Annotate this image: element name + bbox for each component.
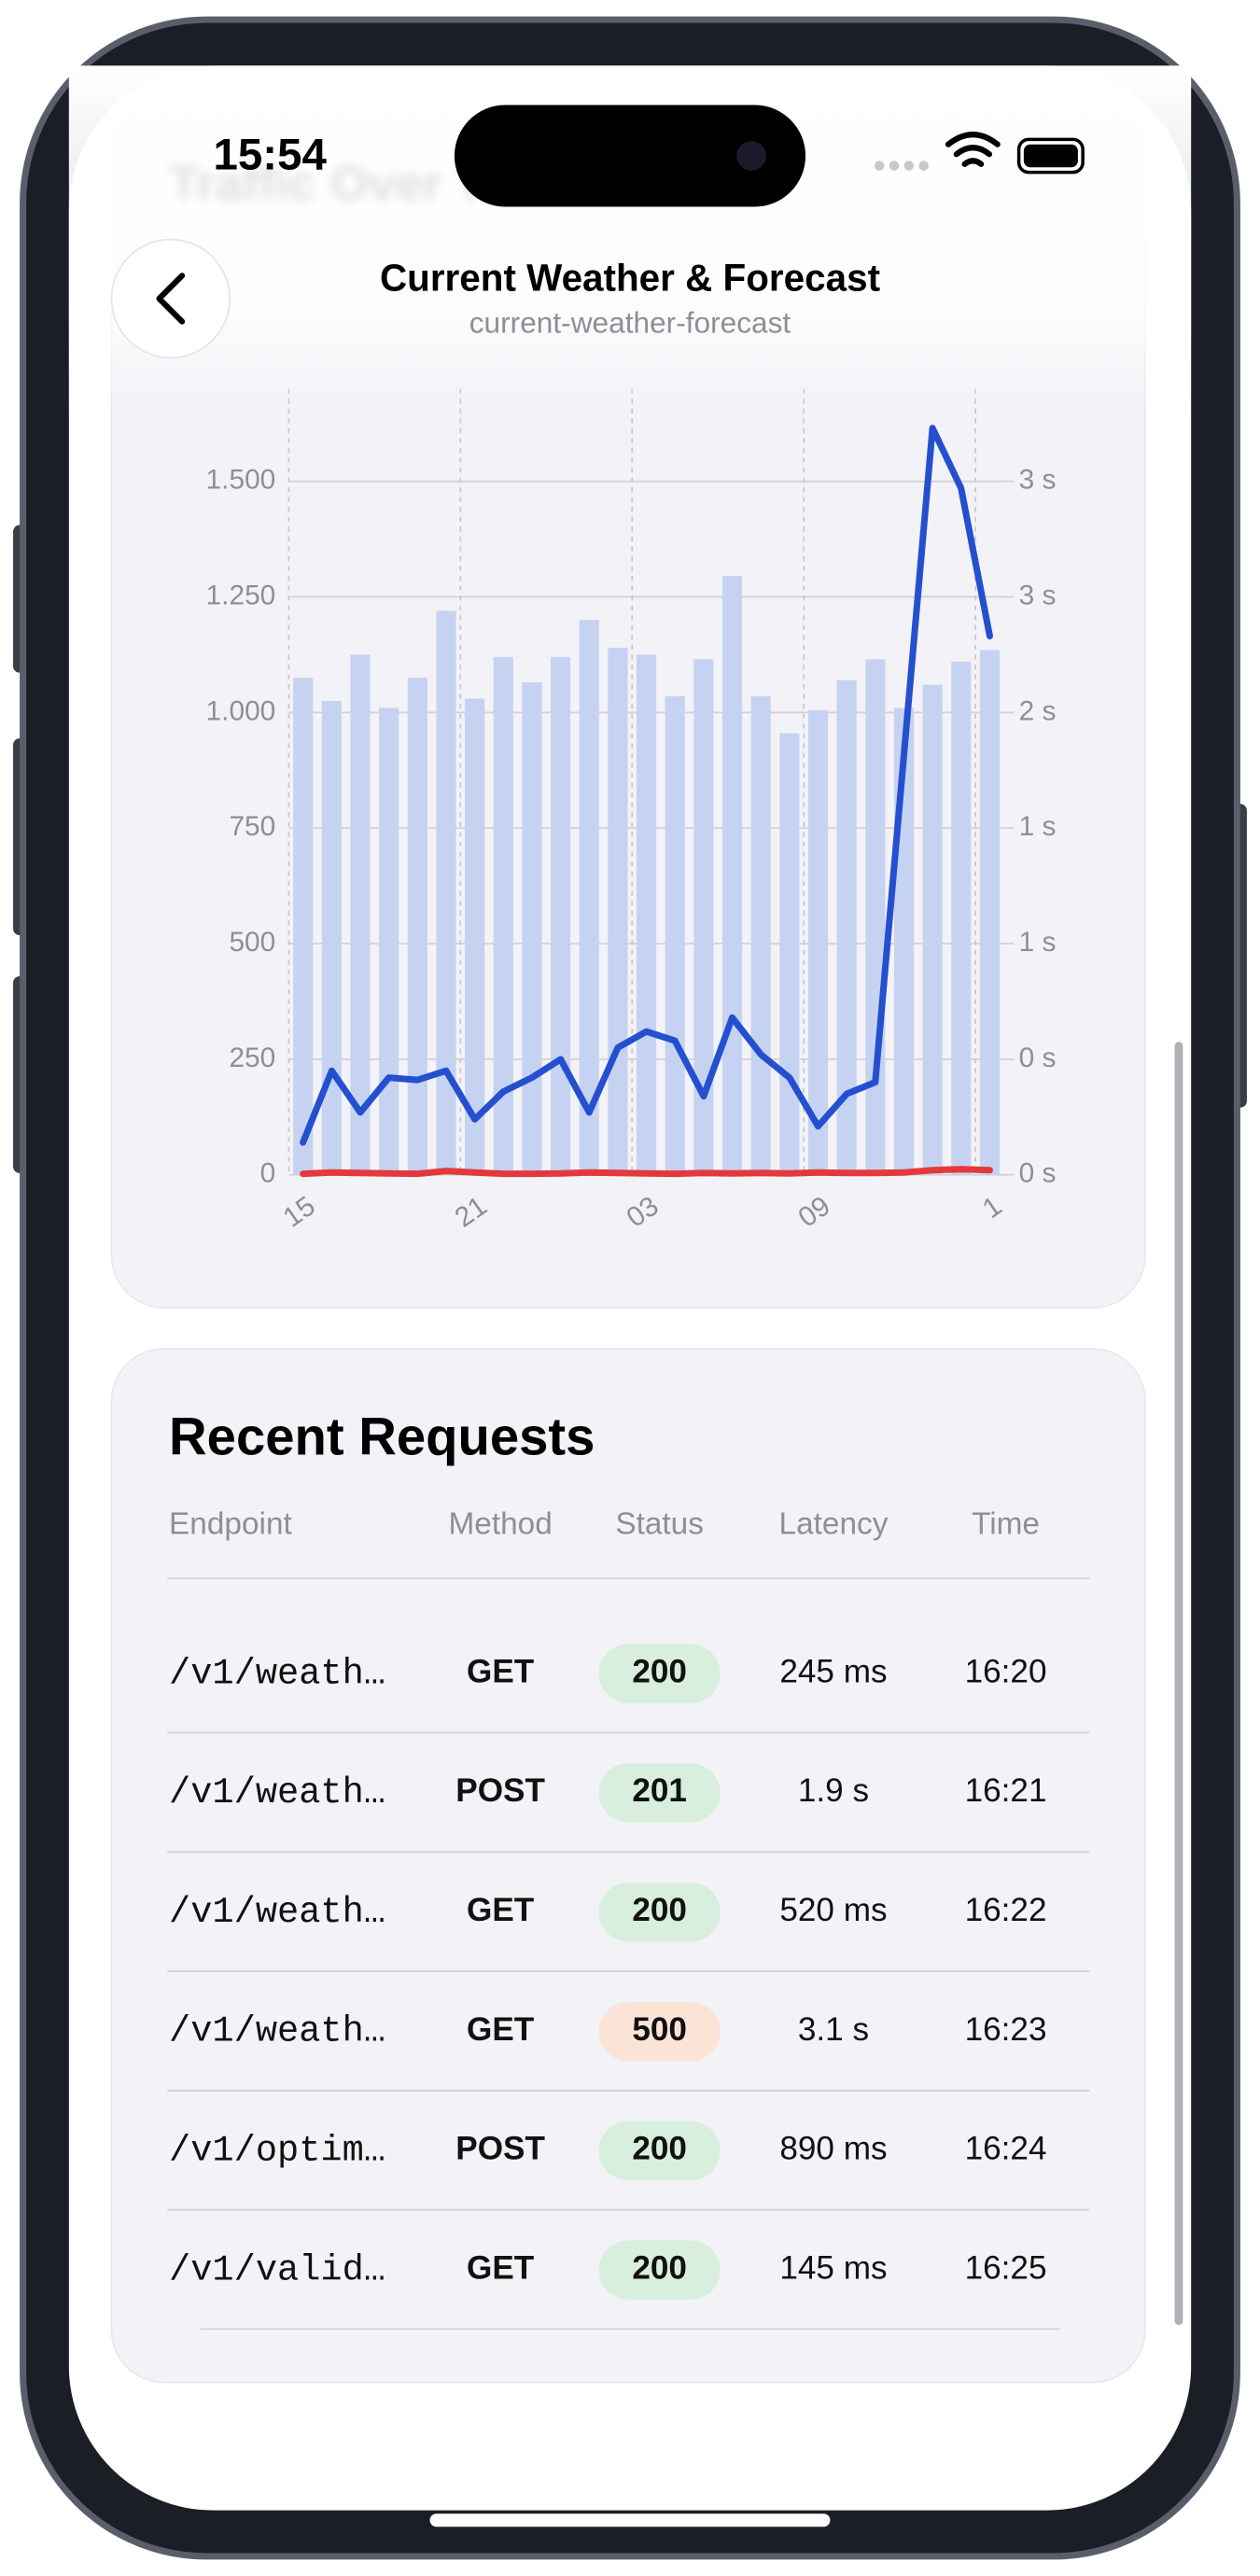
wifi-icon: [945, 132, 1001, 167]
bar: [436, 610, 456, 1175]
bar: [750, 696, 771, 1175]
y-tick-label: 500: [229, 927, 275, 958]
method: GET: [467, 2011, 535, 2048]
status: 200: [632, 2131, 687, 2167]
y-tick-label: 1.250: [206, 580, 276, 610]
chart: 0 250 500 750 1.000 1.250 1.500 0 s 0 s 1 s 1 s 2 s…: [206, 388, 1057, 1234]
method: GET: [467, 2249, 535, 2286]
latency: 3.1 s: [798, 2011, 869, 2048]
column-header: Time: [972, 1507, 1040, 1542]
dynamic-island: [454, 105, 806, 207]
scrollbar: [1174, 1042, 1183, 2326]
status: 200: [632, 2249, 687, 2286]
bar: [779, 733, 800, 1175]
bar: [465, 698, 485, 1175]
latency: 245 ms: [779, 1653, 887, 1689]
latency: 1.9 s: [798, 1772, 869, 1809]
endpoint: /v1/valid…: [169, 2249, 385, 2290]
status-pill: [598, 2121, 721, 2180]
signal-dots: [874, 161, 929, 171]
y2-tick-label: 0 s: [1019, 1158, 1057, 1189]
method: GET: [467, 1892, 535, 1928]
column-header: Method: [448, 1507, 552, 1542]
bar: [407, 678, 427, 1175]
time: 16:24: [965, 2131, 1047, 2167]
method: POST: [455, 2131, 545, 2167]
battery: [1016, 137, 1085, 175]
bar: [522, 682, 542, 1175]
bar: [608, 648, 628, 1175]
y-tick-label: 250: [229, 1043, 275, 1073]
bar: [865, 659, 886, 1175]
column-header: Latency: [779, 1507, 889, 1542]
bar: [579, 620, 599, 1175]
y2-tick-label: 1 s: [1019, 811, 1057, 842]
status: 200: [632, 1892, 687, 1928]
column-header: Endpoint: [169, 1507, 292, 1542]
line: [300, 1166, 994, 1178]
endpoint: /v1/weath…: [169, 1653, 385, 1694]
status-pill: [598, 1763, 721, 1823]
bar: [979, 650, 1000, 1175]
y2-tick-label: 3 s: [1019, 465, 1057, 496]
line: [300, 425, 994, 1146]
status-pill: [598, 2001, 721, 2062]
bar: [321, 700, 342, 1175]
time: 16:25: [965, 2249, 1047, 2286]
y2-tick-label: 1 s: [1019, 927, 1057, 958]
status-time: 15:54: [214, 130, 328, 179]
method: GET: [467, 1653, 535, 1689]
time: 16:21: [965, 1772, 1047, 1809]
bar: [293, 678, 314, 1175]
bar: [807, 709, 829, 1175]
latency: 145 ms: [779, 2249, 887, 2286]
column-header: Status: [615, 1507, 704, 1542]
page-subtitle: current-weather-forecast: [469, 305, 791, 339]
status-pill: [598, 2240, 721, 2300]
time: 16:20: [965, 1653, 1047, 1689]
bar: [379, 707, 399, 1175]
time: 16:23: [965, 2011, 1047, 2048]
bar: [493, 656, 513, 1175]
latency: 890 ms: [779, 2131, 887, 2167]
y-tick-label: 1.000: [206, 695, 276, 726]
home-indicator: [429, 2513, 831, 2527]
y-tick-label: 0: [260, 1158, 276, 1189]
bar: [637, 654, 657, 1175]
bar: [551, 656, 571, 1175]
endpoint: /v1/optim…: [169, 2131, 385, 2172]
table: Endpoint Method Status Latency Time/v1/weath…: [167, 1507, 1090, 2331]
time: 16:22: [965, 1892, 1047, 1928]
y-tick-label: 750: [229, 811, 275, 842]
endpoint: /v1/weath…: [169, 1892, 385, 1933]
status: 201: [632, 1772, 687, 1809]
table-title: Recent Requests: [169, 1407, 595, 1465]
bar: [722, 576, 743, 1175]
y2-tick-label: 3 s: [1019, 580, 1057, 610]
status-pill: [598, 1644, 721, 1703]
bar: [922, 684, 943, 1175]
y2-tick-label: 0 s: [1019, 1043, 1057, 1073]
y2-tick-label: 2 s: [1019, 695, 1057, 726]
camera: [736, 141, 766, 171]
battery-level: [1023, 144, 1078, 168]
back-button[interactable]: [110, 238, 231, 359]
bar: [350, 654, 371, 1175]
bar: [951, 661, 972, 1175]
bar: [665, 696, 685, 1175]
status: 500: [632, 2011, 687, 2048]
table-card: [110, 1348, 1146, 2384]
method: POST: [455, 1772, 545, 1809]
y-tick-label: 1.500: [206, 465, 276, 496]
status-pill: [598, 1883, 721, 1942]
page-title: Current Weather & Forecast: [380, 256, 880, 299]
endpoint: /v1/weath…: [169, 1772, 385, 1813]
status: 200: [632, 1653, 687, 1689]
back-icon: [156, 273, 186, 325]
bar: [836, 679, 857, 1175]
endpoint: /v1/weath…: [169, 2011, 385, 2052]
bar: [693, 659, 714, 1175]
latency: 520 ms: [779, 1892, 887, 1928]
